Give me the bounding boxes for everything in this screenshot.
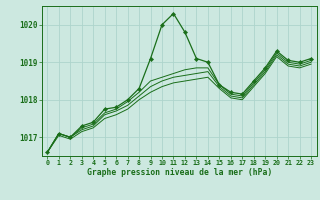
X-axis label: Graphe pression niveau de la mer (hPa): Graphe pression niveau de la mer (hPa) [87, 168, 272, 177]
